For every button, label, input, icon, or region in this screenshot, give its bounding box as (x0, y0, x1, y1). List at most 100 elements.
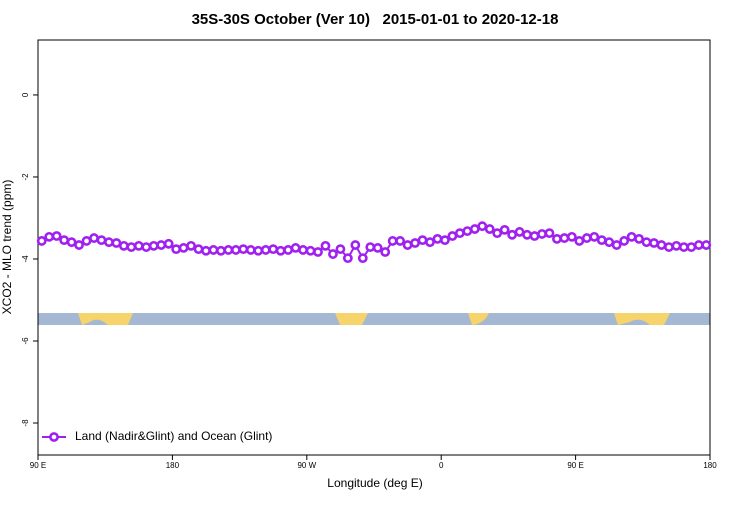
point (544, 228, 555, 239)
point (387, 236, 398, 246)
point (74, 240, 84, 250)
land (468, 313, 489, 325)
land (614, 313, 670, 325)
point (245, 245, 256, 255)
point (619, 236, 630, 246)
point (380, 247, 391, 257)
point (66, 237, 77, 248)
point (223, 245, 234, 255)
point (320, 240, 331, 251)
ocean (38, 313, 710, 325)
point (664, 242, 674, 252)
y-tick-label: -6 (21, 337, 30, 345)
point (118, 240, 129, 251)
point (163, 238, 174, 249)
x-tick-label: 180 (166, 461, 180, 470)
point (268, 244, 279, 255)
point (596, 235, 607, 246)
y-tick-label: -2 (21, 173, 30, 181)
point (305, 245, 316, 256)
point (701, 240, 712, 250)
point (634, 233, 644, 244)
legend-label: Land (Nadir&Glint) and Ocean (Glint) (75, 429, 272, 443)
point (44, 231, 55, 242)
point (566, 231, 577, 242)
point (522, 229, 532, 240)
point (193, 244, 204, 255)
point (313, 247, 323, 257)
point (133, 240, 144, 251)
point (51, 231, 62, 241)
point (178, 243, 189, 253)
point (417, 235, 428, 246)
x-axis-label: Longitude (deg E) (327, 476, 422, 490)
point (89, 233, 99, 243)
point (230, 245, 241, 255)
point (298, 245, 308, 255)
point (507, 229, 518, 240)
point (611, 240, 622, 250)
point (440, 235, 450, 246)
point (402, 240, 413, 250)
x-tick-label: 90 E (30, 461, 46, 470)
x-tick-label: 90 W (297, 461, 316, 470)
point (626, 231, 637, 242)
land (335, 313, 368, 325)
point (499, 224, 510, 235)
point (350, 240, 361, 250)
point (59, 235, 70, 246)
point (447, 231, 458, 241)
point (208, 245, 219, 255)
point (581, 233, 592, 243)
point (126, 242, 137, 252)
point (36, 236, 47, 246)
point (432, 233, 443, 244)
point (641, 237, 652, 248)
point (260, 245, 271, 255)
point (656, 240, 667, 250)
point (141, 242, 152, 252)
point (104, 237, 114, 248)
point (671, 240, 682, 251)
point (96, 235, 107, 246)
point (462, 226, 473, 236)
y-tick-label: 0 (21, 92, 30, 97)
point (537, 229, 547, 239)
point (454, 228, 465, 239)
point (395, 236, 406, 246)
point (335, 244, 346, 255)
x-tick-label: 0 (439, 461, 444, 470)
map-strip (38, 313, 710, 325)
point (365, 242, 376, 252)
x-tick-label: 90 E (567, 461, 583, 470)
point (604, 237, 615, 248)
point (492, 228, 503, 239)
chart-title: 35S-30S October (Ver 10) 2015-01-01 to 2… (192, 11, 559, 28)
point (148, 240, 159, 251)
point (552, 233, 562, 244)
point (171, 244, 182, 255)
point (559, 233, 570, 243)
point (111, 238, 122, 248)
point (283, 245, 294, 255)
y-tick-label: -8 (21, 419, 30, 427)
point (328, 249, 338, 259)
point (372, 243, 383, 253)
point (253, 245, 264, 256)
point (469, 224, 480, 234)
land (78, 313, 133, 325)
point (693, 240, 704, 250)
y-axis-label: XCO2 - MLO trend (ppm) (0, 180, 14, 315)
x-tick-label: 180 (703, 461, 717, 470)
point (574, 236, 585, 246)
point (275, 245, 286, 256)
point (186, 240, 196, 251)
point (156, 240, 167, 250)
point (342, 253, 353, 264)
point (589, 231, 600, 242)
point (290, 243, 301, 253)
point (678, 242, 689, 252)
